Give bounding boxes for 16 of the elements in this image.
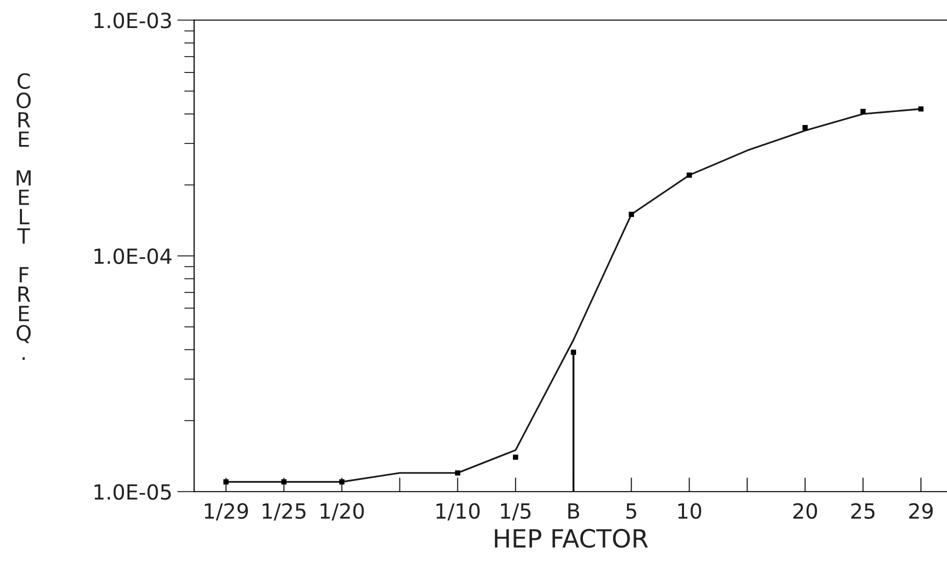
x-tick-label: 1/20 [320, 503, 364, 520]
x-tick-label: 1/29 [204, 503, 248, 520]
x-tick-label: 1/25 [262, 503, 306, 520]
x-tick-label: 1/5 [501, 503, 530, 520]
y-tick-label: 1.0E-05 [94, 484, 171, 500]
x-tick-label: B [568, 503, 580, 519]
x-tick-label: 20 [793, 503, 817, 519]
x-tick-label: 25 [851, 503, 874, 519]
x-tick-label: 29 [909, 503, 933, 519]
y-tick-label: 1.0E-03 [94, 12, 171, 28]
x-tick-label: 10 [678, 503, 702, 519]
x-tick-label: 5 [626, 503, 636, 519]
y-tick-label: 1.0E-04 [94, 248, 172, 264]
x-axis-title: HEP FACTOR [494, 528, 648, 548]
text: CORE MELT FREQ. [16, 73, 31, 360]
x-tick-label: 1/10 [436, 503, 480, 520]
